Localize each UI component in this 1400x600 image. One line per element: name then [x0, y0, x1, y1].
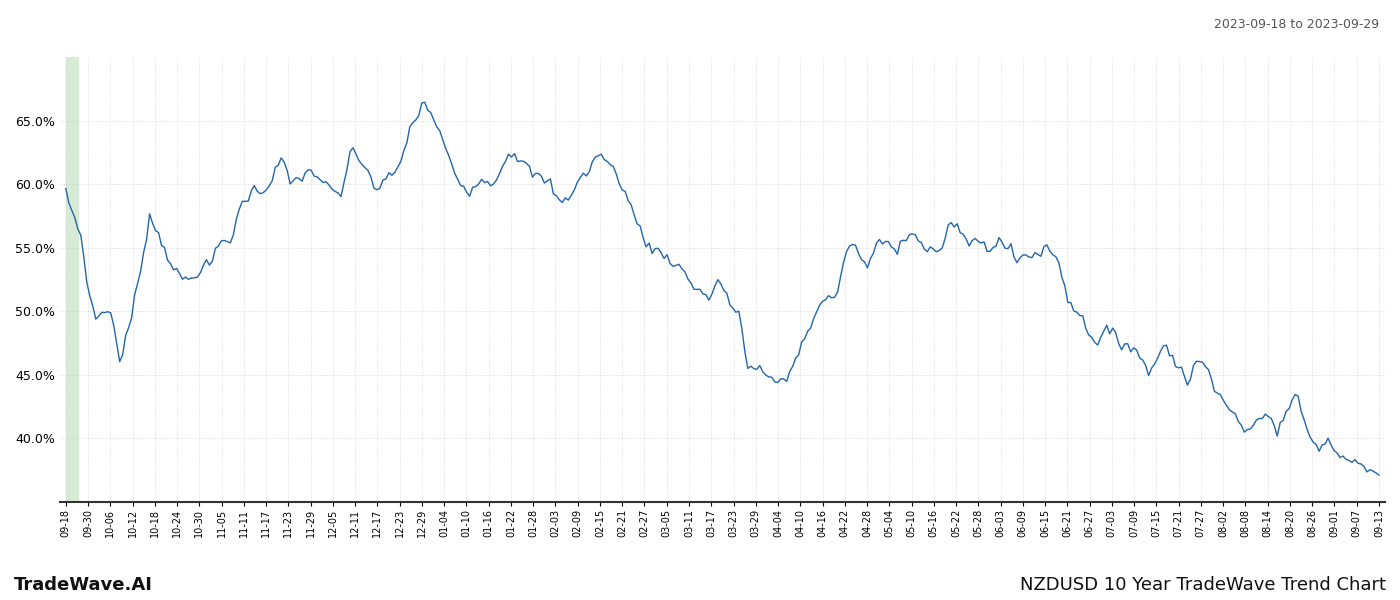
- Bar: [66, 57, 78, 502]
- Text: NZDUSD 10 Year TradeWave Trend Chart: NZDUSD 10 Year TradeWave Trend Chart: [1021, 576, 1386, 594]
- Text: 2023-09-18 to 2023-09-29: 2023-09-18 to 2023-09-29: [1214, 18, 1379, 31]
- Text: TradeWave.AI: TradeWave.AI: [14, 576, 153, 594]
